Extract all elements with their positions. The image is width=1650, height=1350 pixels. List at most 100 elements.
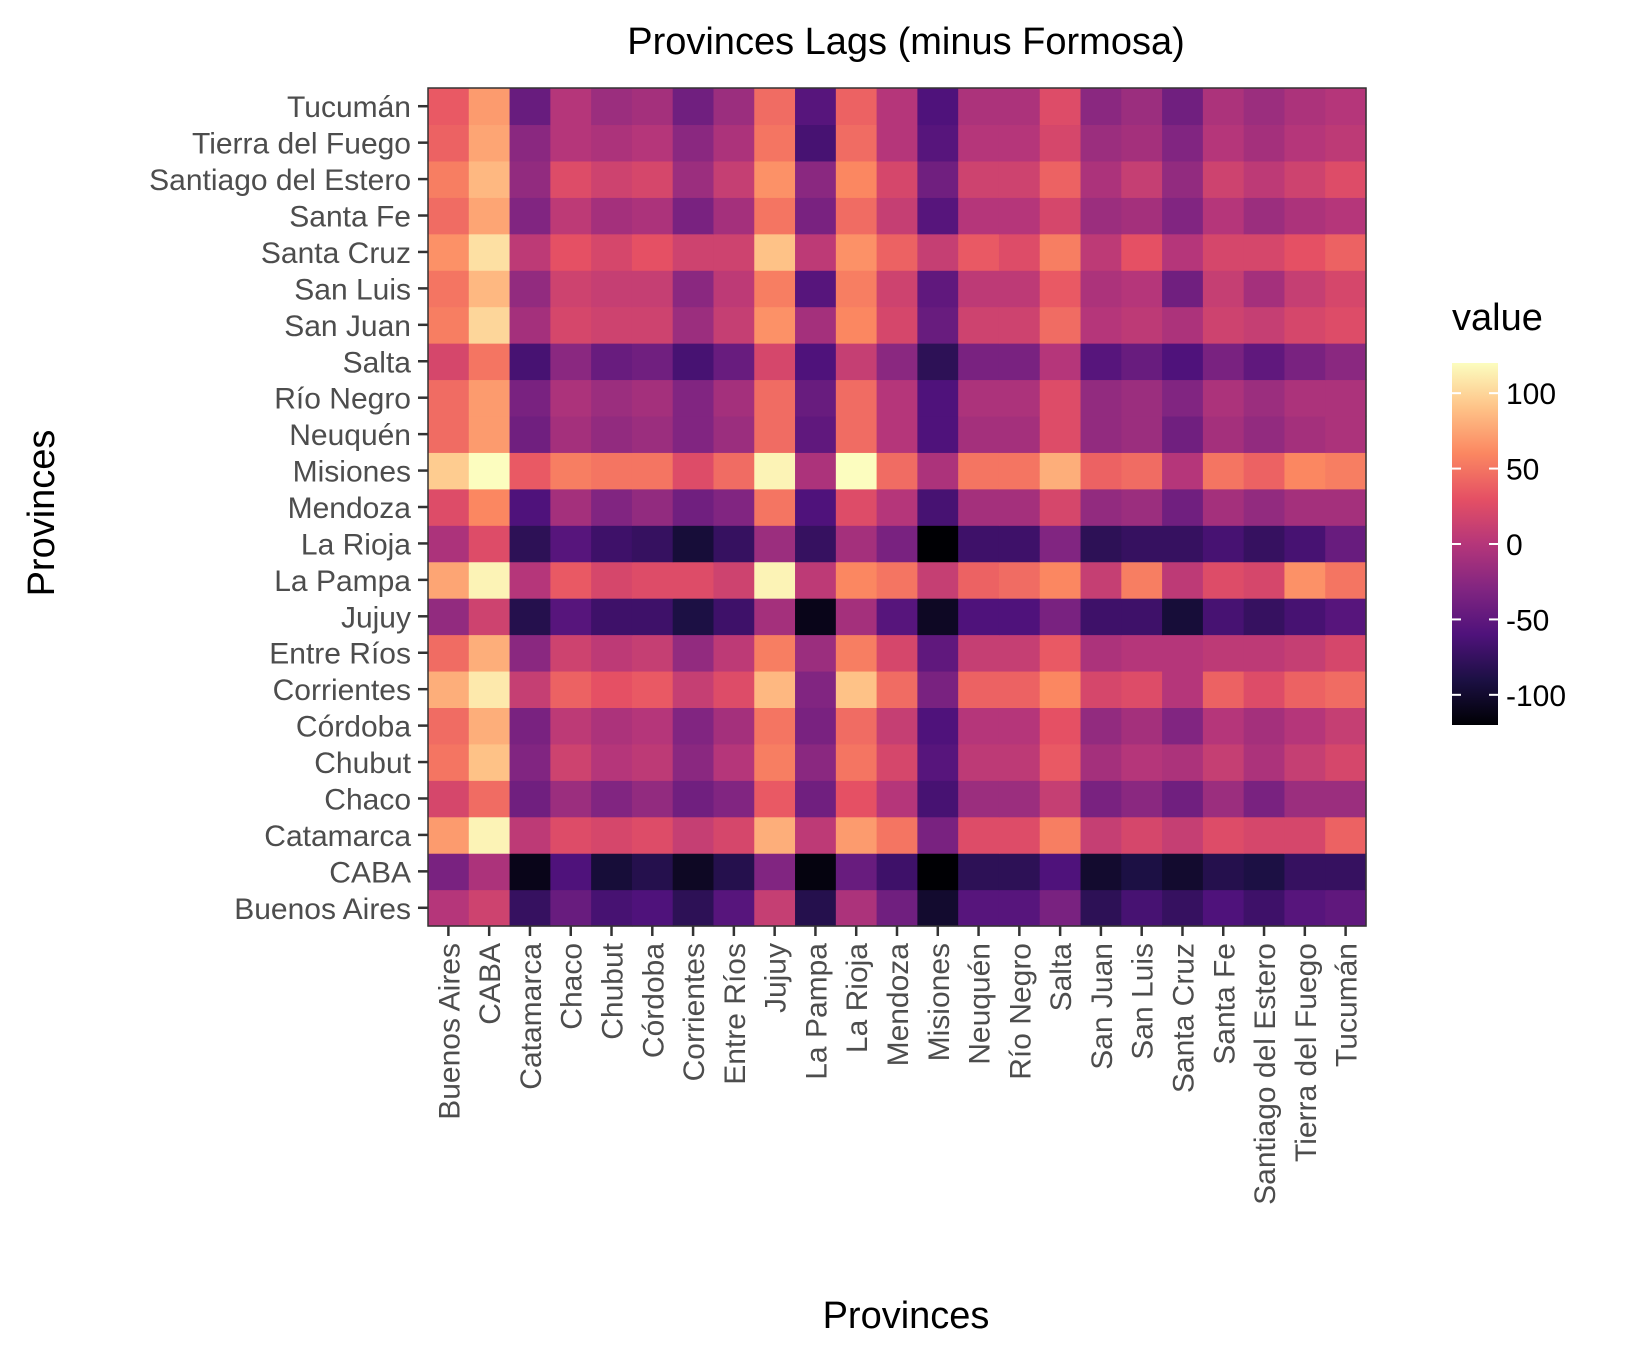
heatmap-cell xyxy=(591,124,633,162)
heatmap-cell xyxy=(1121,306,1163,344)
heatmap-cell xyxy=(998,160,1041,198)
heatmap-cell xyxy=(1080,233,1122,271)
heatmap-cell xyxy=(672,670,715,708)
heatmap-cell xyxy=(672,379,715,417)
heatmap-cell xyxy=(876,488,918,526)
x-tick-label: Río Negro xyxy=(1004,943,1037,1080)
heatmap-cell xyxy=(754,270,796,308)
heatmap-cell xyxy=(1121,634,1163,672)
legend-title: value xyxy=(1452,297,1543,339)
heatmap-cell xyxy=(509,452,551,490)
heatmap-cell xyxy=(998,88,1041,126)
heatmap-cell xyxy=(835,707,878,745)
heatmap-cell xyxy=(631,816,674,854)
heatmap-cell xyxy=(428,598,470,636)
heatmap-cell xyxy=(1039,525,1082,563)
heatmap-cell xyxy=(998,780,1041,818)
y-tick-label: Misiones xyxy=(293,456,411,489)
heatmap-cell xyxy=(1080,670,1122,708)
y-tick-label: Salta xyxy=(343,346,412,379)
heatmap-cell xyxy=(1080,816,1122,854)
heatmap-cell xyxy=(509,816,551,854)
heatmap-cell xyxy=(468,488,511,526)
heatmap-cell xyxy=(1202,306,1245,344)
heatmap-cell xyxy=(917,306,959,344)
heatmap-cell xyxy=(958,816,1000,854)
heatmap-cell xyxy=(672,488,715,526)
heatmap-cell xyxy=(1325,598,1367,636)
legend-ticks: 100 50 0 -50 -100 xyxy=(1452,378,1566,713)
heatmap-cell xyxy=(631,452,674,490)
heatmap-cell xyxy=(1080,124,1122,162)
heatmap-cell xyxy=(550,816,592,854)
heatmap-cell xyxy=(1325,88,1367,126)
heatmap-cell xyxy=(1080,780,1122,818)
heatmap-cell xyxy=(468,270,511,308)
heatmap-cell xyxy=(1325,197,1367,235)
heatmap-cell xyxy=(468,853,511,891)
heatmap-cell xyxy=(1284,270,1326,308)
heatmap-cell xyxy=(713,233,755,271)
heatmap-cell xyxy=(1243,743,1286,781)
heatmap-cell xyxy=(1243,379,1286,417)
heatmap-cell xyxy=(672,525,715,563)
heatmap-cell xyxy=(509,743,551,781)
heatmap-cell xyxy=(713,889,755,927)
heatmap-cell xyxy=(713,707,755,745)
heatmap-cell xyxy=(713,124,755,162)
heatmap-cell xyxy=(917,415,959,453)
heatmap-cell xyxy=(1325,525,1367,563)
heatmap-cell xyxy=(1284,889,1326,927)
heatmap-cell xyxy=(1202,853,1245,891)
heatmap-cell xyxy=(591,780,633,818)
heatmap-cell xyxy=(713,270,755,308)
heatmap-cell xyxy=(1202,743,1245,781)
heatmap-cell xyxy=(754,343,796,381)
y-tick-label: Tucumán xyxy=(287,91,411,124)
heatmap-cell xyxy=(754,160,796,198)
heatmap-cell xyxy=(1162,743,1204,781)
heatmap-cell xyxy=(876,743,918,781)
heatmap-cell xyxy=(958,343,1000,381)
heatmap-cell xyxy=(795,889,837,927)
heatmap-cell xyxy=(1162,379,1204,417)
heatmap-cell xyxy=(835,124,878,162)
heatmap-cell xyxy=(1039,670,1082,708)
heatmap-cell xyxy=(631,415,674,453)
heatmap-cell xyxy=(509,160,551,198)
heatmap-cell xyxy=(591,561,633,599)
heatmap-cell xyxy=(509,525,551,563)
heatmap-cell xyxy=(1202,488,1245,526)
heatmap-cell xyxy=(1284,160,1326,198)
heatmap-cell xyxy=(876,561,918,599)
heatmap-cell xyxy=(917,561,959,599)
heatmap-cell xyxy=(795,707,837,745)
heatmap-cell xyxy=(1284,634,1326,672)
heatmap-cell xyxy=(1243,634,1286,672)
heatmap-cell xyxy=(917,379,959,417)
heatmap-cell xyxy=(876,88,918,126)
heatmap-cell xyxy=(754,707,796,745)
heatmap-cell xyxy=(631,343,674,381)
x-tick-label: La Pampa xyxy=(800,943,833,1080)
heatmap-cell xyxy=(1202,270,1245,308)
heatmap-cell xyxy=(509,379,551,417)
heatmap-cell xyxy=(1243,525,1286,563)
heatmap-cell xyxy=(1121,233,1163,271)
y-tick-label: Catamarca xyxy=(264,820,411,853)
heatmap-cell xyxy=(876,634,918,672)
heatmap-cell xyxy=(1284,306,1326,344)
heatmap-cell xyxy=(631,743,674,781)
heatmap-cell xyxy=(835,415,878,453)
heatmap-cell xyxy=(1080,561,1122,599)
x-tick-label: Entre Ríos xyxy=(719,943,752,1085)
heatmap-cell xyxy=(550,124,592,162)
heatmap-cell xyxy=(1325,743,1367,781)
heatmap-cell xyxy=(713,415,755,453)
heatmap-cell xyxy=(917,525,959,563)
heatmap-cell xyxy=(672,452,715,490)
heatmap-cell xyxy=(1039,306,1082,344)
heatmap-cell xyxy=(468,160,511,198)
heatmap-cell xyxy=(917,88,959,126)
heatmap-cell xyxy=(754,889,796,927)
